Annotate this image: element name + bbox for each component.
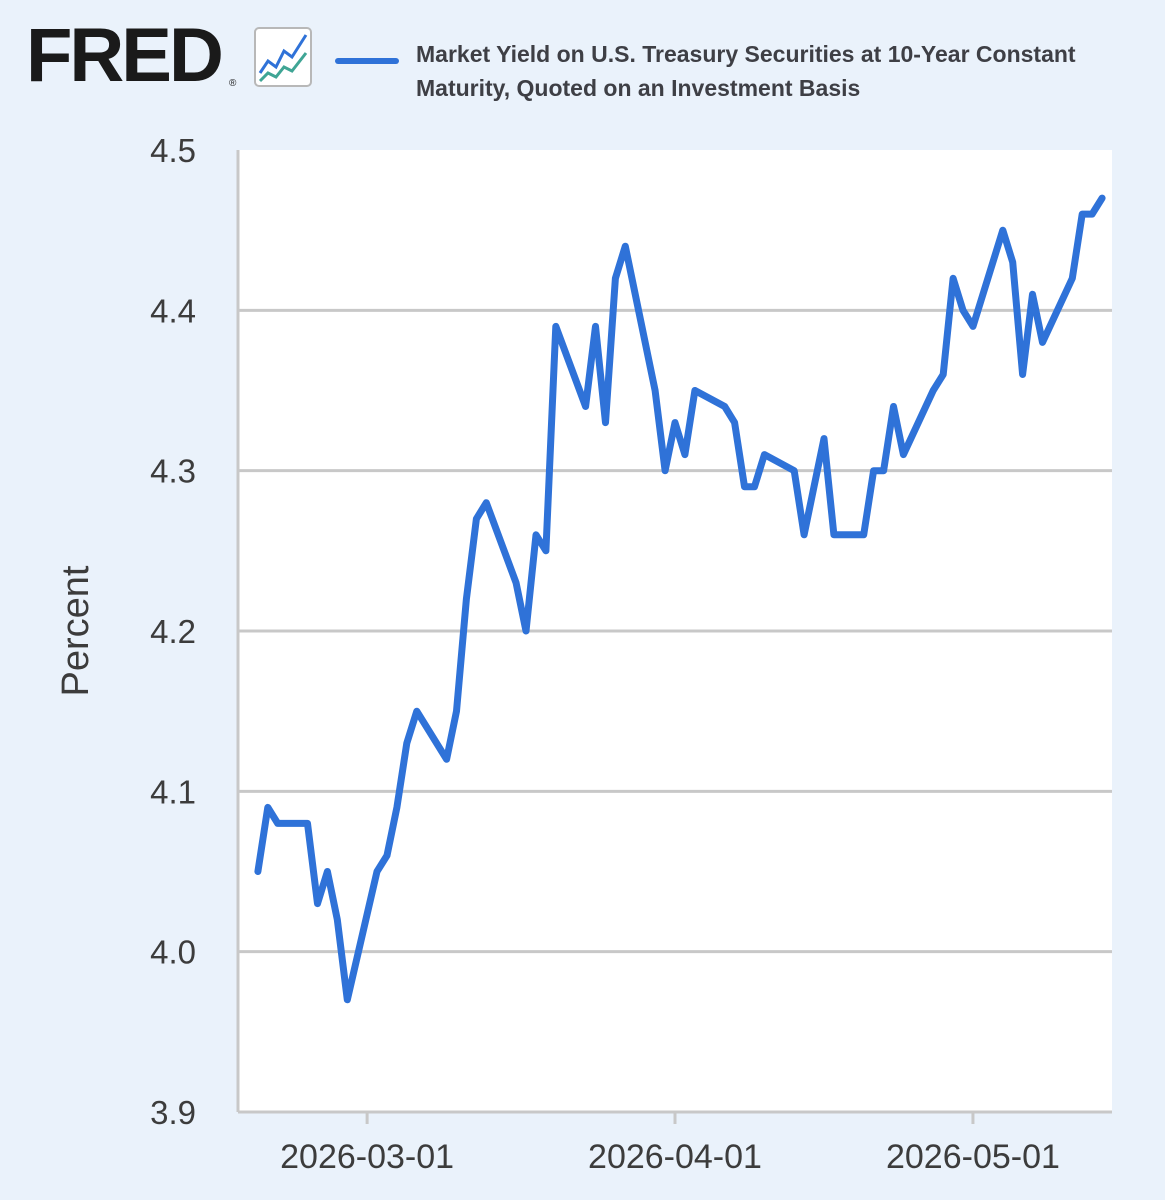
y-tick-label: 4.0 [150,934,196,971]
y-tick-label: 4.3 [150,453,196,490]
y-tick-label: 4.2 [150,613,196,650]
fred-logo[interactable]: FRED [26,13,224,98]
series-line [254,194,1106,1004]
y-axis-title: Percent [55,565,97,696]
chart-header: FRED ® Market Yield on U.S. Treasury Sec… [0,0,1165,115]
y-tick-label: 4.1 [150,773,196,810]
plot-area: 3.9 4.0 4.1 4.2 4.3 4.4 4.5 2026-03-01 2026-04-0… [55,132,1112,1176]
fred-line-chart-icon [254,27,312,87]
registered-mark: ® [229,78,237,89]
y-tick-label: 4.4 [150,292,196,329]
x-tick-label: 2026-04-01 [588,1138,762,1176]
legend-swatch [335,58,399,64]
legend-label: Market Yield on U.S. Treasury Securities… [416,41,1076,101]
y-tick-label: 3.9 [150,1094,196,1131]
x-tick-label: 2026-03-01 [280,1138,454,1176]
y-tick-label: 4.5 [150,132,196,169]
x-tick-label: 2026-05-01 [886,1138,1060,1176]
